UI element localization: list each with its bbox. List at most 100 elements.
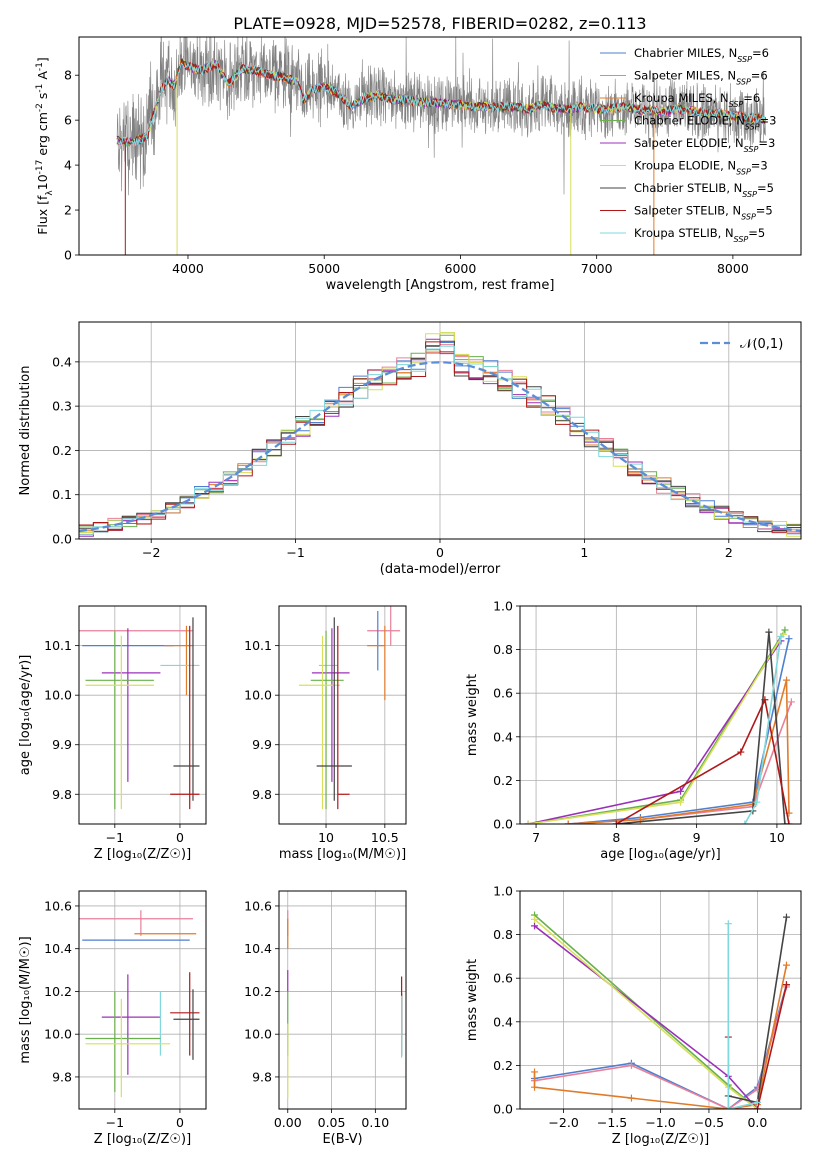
x-tick-label: 0.10 — [361, 1115, 389, 1130]
x-axis-label: age [log₁₀(age/yr)] — [600, 847, 721, 862]
axes-frame — [278, 605, 407, 825]
x-tick-label: 1 — [580, 545, 588, 560]
x-tick-label: 0.05 — [318, 1115, 346, 1130]
x-axis-label: Z [log₁₀(Z/Z☉)] — [94, 847, 191, 862]
y-tick-label: 10.1 — [244, 638, 272, 653]
y-tick-label: 0.6 — [493, 686, 513, 701]
legend-label-eq: =5 — [748, 226, 765, 240]
x-tick-label: 10.5 — [371, 830, 399, 845]
legend-label-n: N — [736, 114, 745, 128]
legend-label-eq: =6 — [752, 46, 769, 60]
y-axis-label-part: -1 — [35, 84, 45, 93]
legend-label-n: N — [720, 91, 729, 105]
y-tick-label: 9.8 — [52, 787, 72, 802]
x-axis-label: mass [log₁₀(M/M☉)] — [279, 847, 406, 862]
x-tick-label: −1 — [286, 545, 304, 560]
y-axis-label-part: λ — [45, 190, 55, 196]
legend-label-eq: =3 — [751, 159, 768, 173]
x-tick-label: −2.0 — [548, 1115, 578, 1130]
mass-weight-line — [568, 638, 790, 824]
y-tick-label: 6 — [64, 113, 72, 128]
data-point-marker — [753, 1105, 761, 1109]
data-point-marker — [765, 628, 773, 636]
data-point-marker — [753, 798, 761, 806]
y-axis-label: mass weight — [465, 959, 480, 1041]
x-axis-label: Z [log₁₀(Z/Z☉)] — [612, 1132, 709, 1147]
y-axis-label: mass weight — [465, 674, 480, 756]
y-tick-label: 10.2 — [244, 984, 272, 999]
x-tick-label: 7 — [532, 830, 540, 845]
legend-label-name: Chabrier MILES, — [634, 46, 729, 60]
x-tick-label: −1.5 — [597, 1115, 627, 1130]
legend-label-n: N — [727, 159, 736, 173]
mass-weight-line — [616, 632, 786, 824]
data-point-marker — [677, 798, 685, 806]
y-axis-label-part: ] — [35, 57, 50, 62]
legend-label-n: N — [732, 204, 741, 218]
y-tick-label: 10.6 — [244, 898, 272, 913]
axes-frame — [78, 36, 802, 256]
figure-title: PLATE=0928, MJD=52578, FIBERID=0282, z=0… — [233, 14, 646, 33]
x-axis-label: E(B-V) — [322, 1132, 362, 1147]
y-tick-label: 4 — [64, 158, 72, 173]
x-tick-label: 10 — [318, 830, 334, 845]
y-axis-label-part: -1 — [35, 62, 45, 71]
legend-label: Kroupa MILES, NSSP=6 — [634, 91, 760, 109]
legend-label-name: Salpeter ELODIE, — [634, 136, 735, 150]
legend-label-name: Kroupa ELODIE, — [634, 159, 727, 173]
y-tick-label: 10.0 — [44, 1027, 72, 1042]
y-axis-label: age [log₁₀(age/yr)] — [18, 655, 33, 776]
panel-mass-vs-EBV: 0.00 0.05 0.10 9.8 10.0 10.2 10.4 10.6 E(B-V) — [244, 890, 407, 1147]
data-point-marker — [785, 635, 793, 643]
legend-label-sub: SSP — [741, 212, 756, 221]
data-point-marker — [612, 820, 620, 824]
legend-label-name: Salpeter STELIB, — [634, 204, 732, 218]
data-point-marker — [777, 633, 785, 641]
data-point-marker — [531, 1083, 539, 1091]
legend-label-n: N — [735, 136, 744, 150]
x-tick-label: 4000 — [172, 261, 204, 276]
data-point-marker — [781, 626, 789, 634]
plot-area-residuals — [79, 332, 801, 537]
legend-label-eq: =5 — [756, 204, 773, 218]
legend-label-sub: SSP — [736, 167, 751, 176]
y-axis-label: Flux [fλ10-17 erg cm-2 s-1 A-1] — [35, 57, 55, 235]
y-tick-label: 10.6 — [44, 898, 72, 913]
legend-label-sub: SSP — [742, 190, 757, 199]
data-point-marker — [785, 820, 793, 824]
y-tick-label: 10.4 — [44, 941, 72, 956]
legend-label-sub: SSP — [745, 122, 760, 131]
y-tick-label: 0.3 — [52, 399, 72, 414]
legend-label-name: Kroupa STELIB, — [634, 226, 725, 240]
y-tick-label: 0.2 — [493, 1058, 513, 1073]
y-tick-label: 0.2 — [52, 443, 72, 458]
x-axis-label: (data-model)/error — [380, 562, 501, 577]
legend-label: Kroupa ELODIE, NSSP=3 — [634, 159, 768, 177]
data-point-marker — [531, 915, 539, 923]
plot-area-spectrum — [116, 37, 767, 255]
legend-label-name: Chabrier STELIB, — [634, 181, 734, 195]
x-tick-label: −1 — [106, 830, 124, 845]
legend-label-sub: SSP — [744, 145, 759, 154]
y-axis-label: mass [log₁₀(M/M☉)] — [18, 936, 33, 1063]
axes-frame — [519, 605, 802, 825]
legend-label-name: Kroupa MILES, — [634, 91, 720, 105]
x-tick-label: 0.00 — [274, 1115, 302, 1130]
data-point-marker — [781, 820, 789, 824]
y-tick-label: 10.4 — [244, 941, 272, 956]
legend-label-sub: SSP — [736, 77, 751, 86]
x-tick-label: −0.5 — [694, 1115, 724, 1130]
data-point-marker — [787, 698, 795, 706]
data-point-marker — [627, 1061, 635, 1069]
y-tick-label: 0.0 — [493, 1102, 513, 1117]
mass-weight-line — [615, 697, 790, 824]
y-axis-label-part: erg cm — [35, 112, 50, 160]
legend-label-eq: =5 — [757, 181, 774, 195]
legend-label-eq: =6 — [743, 91, 760, 105]
data-point-marker — [753, 1098, 761, 1106]
panel-residuals: −2 −1 0 1 2 0.0 0.1 0.2 0.3 0.4 (data-model)/error… — [18, 321, 802, 577]
x-tick-label: 8 — [612, 830, 620, 845]
mass-weight-line — [527, 640, 782, 824]
legend-label-eq: =3 — [760, 114, 777, 128]
y-tick-label: 0.8 — [493, 642, 513, 657]
